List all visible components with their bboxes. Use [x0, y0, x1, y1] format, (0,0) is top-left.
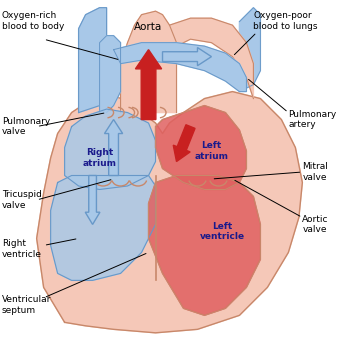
Text: Pulmonary
artery: Pulmonary artery [288, 110, 337, 129]
Text: Mitral
valve: Mitral valve [303, 162, 328, 182]
Text: Right
ventricle: Right ventricle [2, 239, 42, 259]
Polygon shape [239, 8, 261, 92]
FancyArrow shape [173, 125, 195, 161]
Text: Pulmonary
valve: Pulmonary valve [2, 117, 50, 136]
Text: Ventricular
septum: Ventricular septum [2, 295, 51, 314]
Polygon shape [121, 11, 176, 113]
FancyArrow shape [162, 47, 211, 66]
Polygon shape [65, 109, 156, 190]
FancyArrow shape [104, 120, 122, 176]
FancyArrow shape [85, 176, 100, 224]
Polygon shape [156, 106, 246, 190]
Text: Oxygen-poor
blood to lungs: Oxygen-poor blood to lungs [253, 11, 318, 31]
Text: Aorta: Aorta [134, 22, 163, 32]
Text: Right
atrium: Right atrium [83, 148, 116, 168]
Polygon shape [79, 8, 107, 113]
Polygon shape [50, 176, 156, 280]
Polygon shape [100, 36, 121, 113]
Text: Aortic
valve: Aortic valve [303, 215, 329, 234]
Polygon shape [37, 92, 303, 333]
FancyArrow shape [136, 49, 162, 120]
Text: Oxygen-rich
blood to body: Oxygen-rich blood to body [2, 11, 64, 31]
Text: Left
ventricle: Left ventricle [199, 222, 245, 241]
Polygon shape [169, 18, 253, 99]
Text: Left
atrium: Left atrium [195, 141, 228, 161]
Polygon shape [114, 43, 246, 92]
Polygon shape [149, 176, 261, 315]
Text: Tricuspid
valve: Tricuspid valve [2, 190, 42, 210]
